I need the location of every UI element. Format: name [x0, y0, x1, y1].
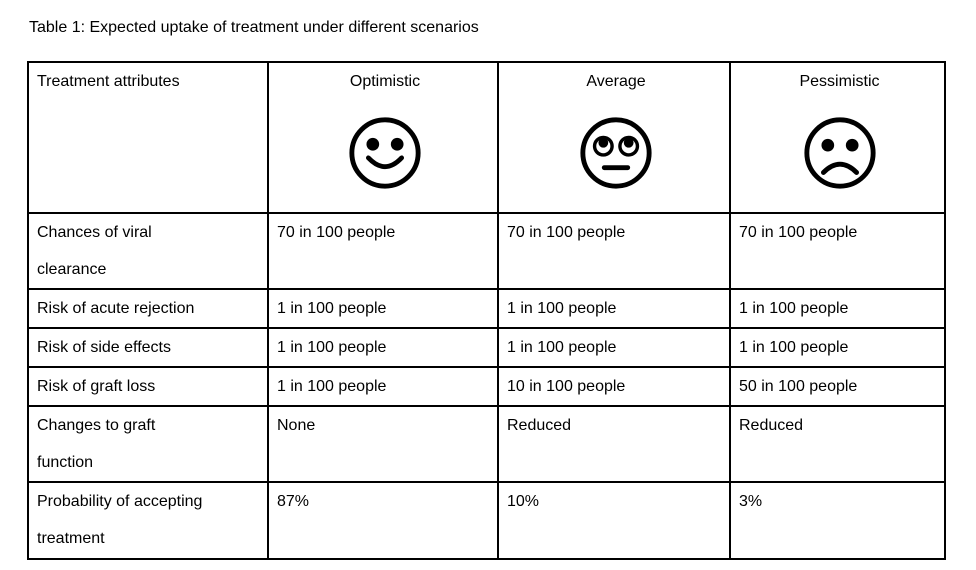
table-header-row: Treatment attributes Optimistic Average [27, 61, 946, 214]
table-caption: Table 1: Expected uptake of treatment un… [29, 19, 479, 36]
scenario-label-pessimistic: Pessimistic [799, 73, 880, 90]
cell-value: Reduced [729, 405, 946, 483]
cell-value: 1 in 100 people [267, 366, 499, 407]
cell-value: 1 in 100 people [497, 327, 731, 368]
table-row-accept-probability: Probability of accepting treatment 87% 1… [27, 481, 946, 560]
row-attribute: Risk of acute rejection [27, 288, 269, 329]
cell-value: 1 in 100 people [729, 288, 946, 329]
table-row-side-effects: Risk of side effects 1 in 100 people 1 i… [27, 327, 946, 368]
column-header-average: Average [497, 61, 731, 214]
cell-value: 3% [729, 481, 946, 560]
scenario-label-average: Average [586, 73, 646, 90]
eye-roll-face-icon [580, 117, 652, 189]
table-row-graft-loss: Risk of graft loss 1 in 100 people 10 in… [27, 366, 946, 407]
cell-value: 50 in 100 people [729, 366, 946, 407]
table-row-graft-function: Changes to graft function None Reduced R… [27, 405, 946, 483]
smiley-face-icon [349, 117, 421, 189]
row-attribute: Changes to graft function [27, 405, 269, 483]
frown-face-icon [803, 117, 876, 189]
cell-value: 10 in 100 people [497, 366, 731, 407]
column-header-attributes: Treatment attributes [27, 61, 269, 214]
table-row-viral-clearance: Chances of viral clearance 70 in 100 peo… [27, 212, 946, 290]
cell-value: Reduced [497, 405, 731, 483]
column-header-optimistic: Optimistic [267, 61, 499, 214]
cell-value: 70 in 100 people [497, 212, 731, 290]
cell-value: 1 in 100 people [729, 327, 946, 368]
cell-value: 10% [497, 481, 731, 560]
cell-value: 87% [267, 481, 499, 560]
row-attribute: Chances of viral clearance [27, 212, 269, 290]
table-row-acute-rejection: Risk of acute rejection 1 in 100 people … [27, 288, 946, 329]
cell-value: 1 in 100 people [267, 288, 499, 329]
row-attribute: Probability of accepting treatment [27, 481, 269, 560]
row-attribute: Risk of graft loss [27, 366, 269, 407]
cell-value: None [267, 405, 499, 483]
cell-value: 1 in 100 people [267, 327, 499, 368]
cell-value: 70 in 100 people [729, 212, 946, 290]
cell-value: 70 in 100 people [267, 212, 499, 290]
column-header-pessimistic: Pessimistic [729, 61, 946, 214]
cell-value: 1 in 100 people [497, 288, 731, 329]
scenario-label-optimistic: Optimistic [349, 73, 421, 90]
row-attribute: Risk of side effects [27, 327, 269, 368]
uptake-table: Treatment attributes Optimistic Average [27, 61, 946, 560]
